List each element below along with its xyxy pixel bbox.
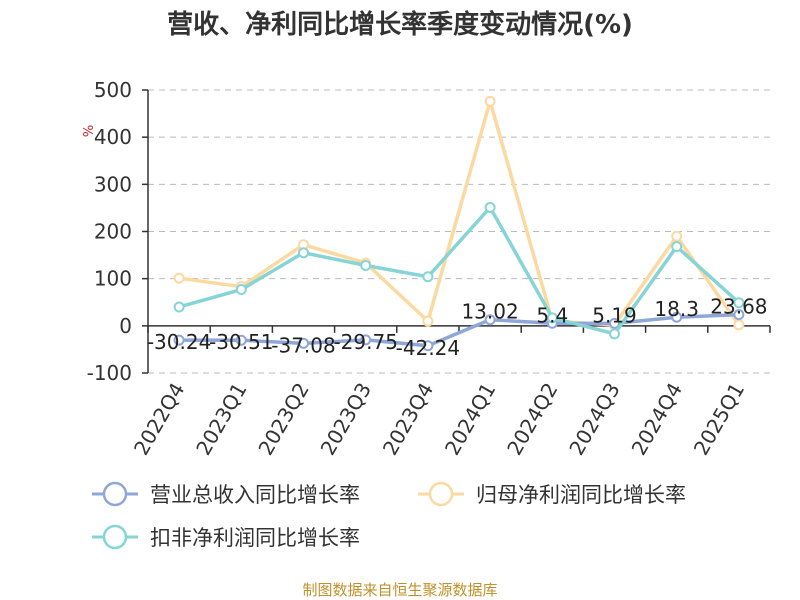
data-point [298,247,309,259]
data-point [484,95,496,107]
x-tick-labels: 2022Q4 2023Q1 2023Q2 2023Q3 2023Q4 2024Q1 2024… [129,378,749,459]
y-tick-label: 400 [94,125,132,149]
data-point [298,337,309,349]
legend-item[interactable]: 归母净利润同比增长率 [418,481,686,507]
data-point [422,271,434,283]
legend-label: 营业总收入同比增长率 [150,483,360,507]
axes [142,89,771,374]
y-tick-label: 0 [119,314,132,338]
legend-swatch-marker [102,524,128,550]
legend-label: 扣非净利润同比增长率 [150,526,360,550]
x-tick-label: 2024Q2 [502,379,562,460]
series-lines [173,95,745,352]
data-point [546,312,558,324]
x-tick-label: 2023Q3 [316,379,376,460]
data-label: -30.24 [147,330,211,354]
x-tick-label: 2024Q4 [627,379,687,460]
data-label: 23.68 [710,295,767,319]
data-point [484,314,496,326]
data-point [173,301,185,313]
data-point [609,328,620,340]
legend-item[interactable]: 营业总收入同比增长率 [92,481,360,507]
data-point [360,334,372,346]
data-point [733,297,745,309]
data-point [422,340,434,352]
legend-label: 归母净利润同比增长率 [476,483,686,507]
data-point [235,284,247,296]
x-tick-label: 2023Q2 [253,379,313,460]
y-tick-label: 200 [94,220,132,244]
series-line [178,99,741,327]
y-axis-unit: % [82,125,97,137]
legend-swatch-marker [102,481,128,507]
y-tick-label: 500 [94,78,132,102]
x-tick-label: 2022Q4 [129,379,189,460]
source-note: 制图数据来自恒生聚源数据库 [302,581,497,599]
data-point [360,259,372,271]
gridlines [148,89,770,374]
data-point [422,315,434,327]
data-label: 18.3 [654,297,699,321]
data-label: 5.19 [592,303,637,327]
data-point [235,334,247,346]
data-point [173,334,185,346]
data-label: -42.24 [396,336,460,360]
data-label: -30.51 [209,330,273,354]
data-label: 13.02 [461,300,518,324]
x-tick-label: 2024Q1 [440,378,500,459]
data-point [609,317,620,329]
x-tick-label: 2023Q1 [191,379,251,460]
x-tick-label: 2023Q4 [378,379,438,460]
data-point [733,319,745,331]
data-point [671,241,683,253]
y-tick-label: 100 [94,267,132,291]
legend-item[interactable]: 扣非净利润同比增长率 [92,524,360,550]
data-label: -37.08 [271,333,335,357]
x-tick-label: 2025Q1 [689,379,749,460]
data-point [733,309,745,321]
x-tick-label: 2024Q3 [564,379,624,460]
data-label: 5.4 [536,303,568,327]
y-tick-labels: 500 400 300 200 100 0 -100 [87,78,132,385]
data-label: -29.75 [333,330,397,354]
data-point [671,230,683,242]
data-point [484,201,496,213]
series-line [179,312,739,348]
chart-title: 营收、净利同比增长率季度变动情况(%) [167,9,633,40]
legend-swatch-marker [428,481,454,507]
data-point [671,311,683,323]
y-tick-label: 300 [94,172,132,196]
series-line [178,205,741,336]
y-tick-label: -100 [87,361,132,385]
data-point [173,272,185,284]
